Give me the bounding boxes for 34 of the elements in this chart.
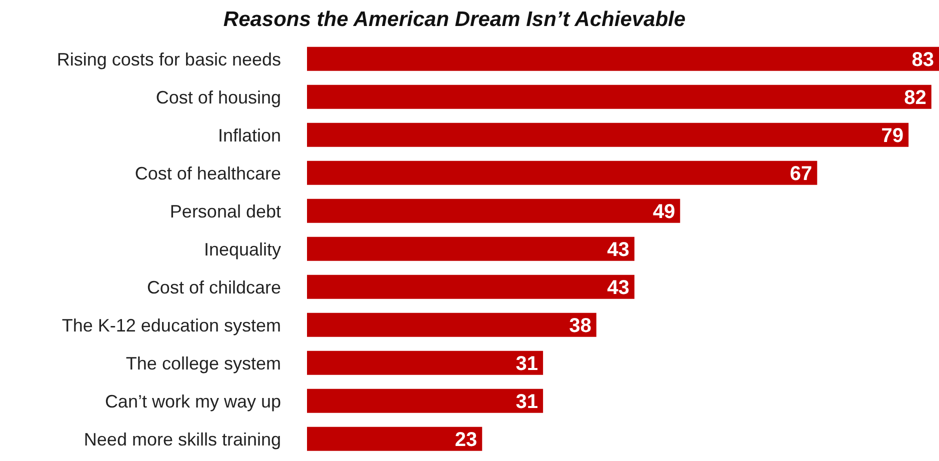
y-tick-label: Inflation [218,125,281,146]
bar [307,312,596,337]
chart-title: Reasons the American Dream Isn’t Achievable [222,7,687,33]
data-label: 31 [516,352,538,375]
bar [307,236,634,261]
y-tick-label: The K-12 education system [62,315,281,336]
data-label: 79 [881,124,904,147]
y-tick-label: Inequality [204,239,281,260]
data-label: 67 [790,162,812,185]
y-tick-label: Need more skills training [84,429,281,450]
y-tick-label: Cost of childcare [146,277,281,298]
data-label: 83 [912,48,934,71]
data-label: 31 [516,390,538,413]
data-label: 82 [904,86,926,109]
y-tick-label: The college system [126,353,281,374]
data-label: 38 [569,314,592,337]
bar [307,160,818,185]
bar [307,46,939,71]
data-label: 23 [454,428,478,451]
bar [307,388,544,413]
y-tick-label: Can’t work my way up [104,391,281,412]
y-tick-label: Cost of housing [156,87,281,108]
data-label: 49 [652,200,676,223]
y-tick-label: Rising costs for basic needs [56,49,281,70]
y-tick-label: Cost of healthcare [134,163,281,184]
bar [307,122,909,147]
bar [307,426,482,451]
bar [307,350,544,375]
y-tick-label: Personal debt [170,201,281,222]
data-label: 43 [607,276,630,299]
data-label: 43 [607,238,630,261]
bar [307,84,932,109]
bar [307,274,634,299]
bar [307,198,680,223]
